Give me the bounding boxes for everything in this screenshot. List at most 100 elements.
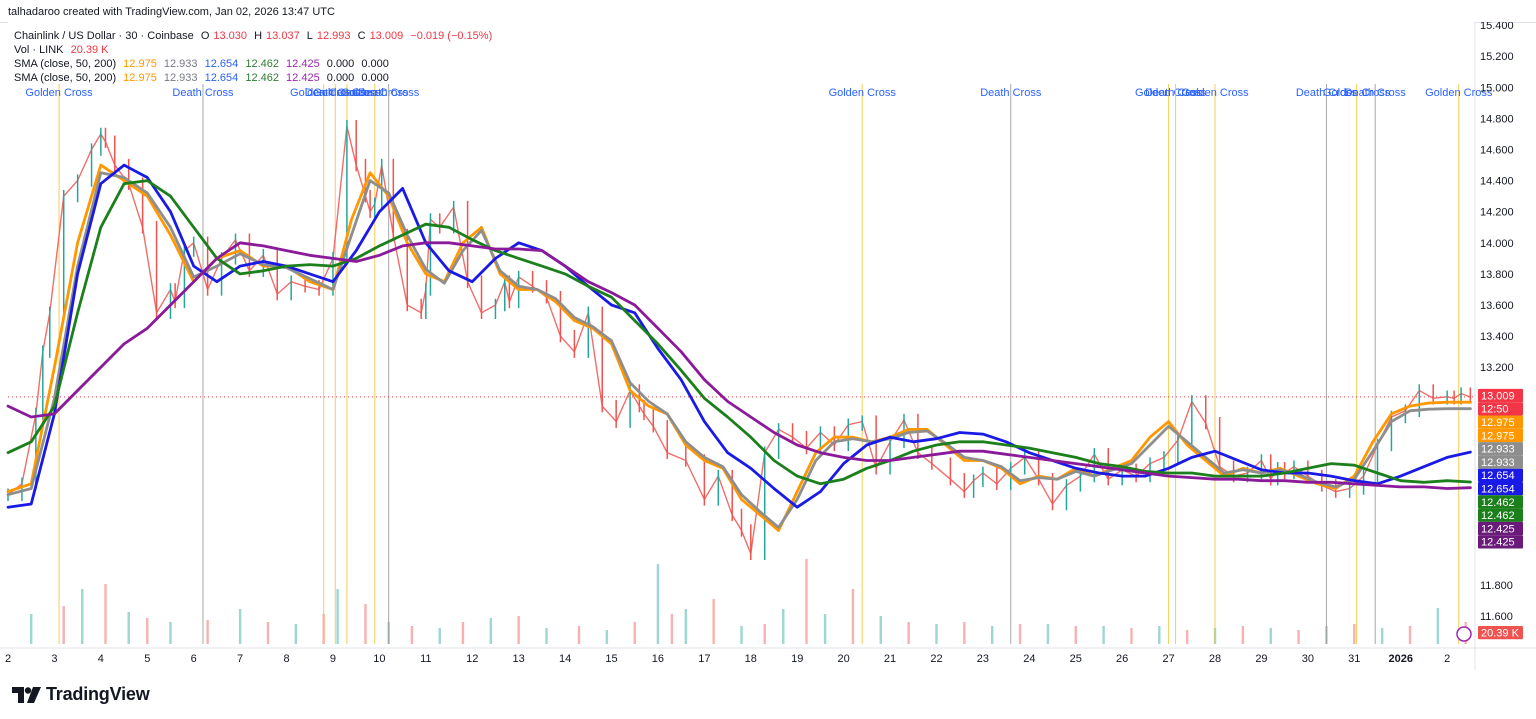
time-axis-tick: 8 (283, 653, 289, 665)
legend-sma-label[interactable]: SMA (close, 50, 200) (14, 72, 117, 84)
legend-sma-row-1: SMA (close, 50, 200) 12.975 12.933 12.65… (14, 58, 393, 70)
legend-open-label: O (200, 30, 210, 42)
price-label: 12.462 (1481, 497, 1515, 509)
volume-bar (577, 626, 581, 644)
price-label-bg (1478, 415, 1523, 429)
price-label-bg (1478, 535, 1523, 549)
volume-bar (990, 626, 994, 644)
volume-bar (823, 614, 827, 644)
volume-bar (684, 609, 687, 644)
volume-bar (851, 589, 855, 644)
time-axis-tick: 27 (1162, 653, 1174, 665)
signal-label: Golden Cross (313, 87, 381, 99)
legend-sma-blue-value: 12.654 (204, 72, 239, 84)
signal-label: Golden Cross (1135, 87, 1203, 99)
price-label-bg (1478, 402, 1523, 416)
volume-bar (127, 612, 130, 644)
plot-area (8, 22, 1475, 644)
volume-bar (605, 630, 609, 644)
legend-volume-value: 20.39 K (70, 44, 109, 56)
volume-bar (1353, 624, 1356, 644)
legend-close-value: 13.009 (369, 30, 404, 42)
legend-close-label: C (357, 30, 366, 42)
time-axis-tick: 20 (838, 653, 850, 665)
price-label: 12.425 (1481, 537, 1515, 549)
volume-bar (81, 589, 84, 644)
volume-bar (30, 614, 33, 644)
price-chart[interactable]: Golden Cross Death Cross Golden Cross Death… (0, 22, 1536, 670)
price-axis-tick: 11.800 (1480, 580, 1513, 592)
legend-volume-row: Vol · LINK 20.39 K (14, 44, 113, 56)
legend-sma-green-value: 12.462 (245, 58, 279, 70)
legend-change: −0.019 (−0.15%) (410, 30, 493, 42)
volume-bar (805, 559, 808, 644)
volume-bar (169, 622, 172, 644)
price-label-bg (1478, 388, 1523, 403)
legend-sma-label[interactable]: SMA (close, 50, 200) (14, 58, 117, 70)
tradingview-brand[interactable]: TradingView (12, 684, 150, 705)
price-label-bg (1478, 428, 1523, 443)
volume-bar (633, 622, 636, 644)
signal-label: Golden Cross (290, 87, 358, 99)
volume-bar (656, 564, 660, 644)
price-label: 12.425 (1481, 523, 1515, 535)
time-axis-tick: 31 (1348, 653, 1360, 665)
time-axis-tick: 4 (98, 653, 104, 665)
legend-high-value: 13.037 (266, 30, 300, 42)
legend-sma-zero-value: 0.000 (361, 72, 389, 84)
legend-sma-gray-value: 12.933 (163, 58, 198, 70)
volume-bar (336, 589, 339, 644)
price-label-bg (1478, 482, 1523, 496)
legend-volume-label[interactable]: Vol · LINK (14, 44, 64, 56)
signal-label: Death Cross (1345, 87, 1407, 99)
legend-sma-purple-value: 12.425 (286, 72, 320, 84)
price-axis-tick: 15.200 (1480, 51, 1514, 63)
price-axis-tick: 13.200 (1480, 362, 1514, 374)
price-label: 20.39 K (1481, 628, 1520, 640)
volume-bar (907, 622, 910, 644)
time-axis-tick: 12 (466, 653, 478, 665)
price-axis-tick: 14.200 (1480, 207, 1514, 219)
legend-sma-orange-value: 12.975 (123, 58, 157, 70)
time-axis-tick: 15 (605, 653, 617, 665)
time-axis-tick: 26 (1116, 653, 1128, 665)
price-label: 12:50 (1481, 404, 1509, 416)
signal-label: Death Cross (1296, 87, 1358, 99)
time-axis-tick: 28 (1209, 653, 1221, 665)
volume-bar (294, 624, 298, 644)
time-axis-tick: 2026 (1388, 653, 1412, 665)
legend-high-label: H (254, 30, 263, 42)
volume-bar (238, 609, 242, 644)
volume-bar (1297, 630, 1300, 644)
price-label: 12.654 (1481, 484, 1515, 496)
volume-bar (763, 624, 766, 644)
sma-line (6, 241, 1472, 490)
volume-bar (1436, 608, 1440, 644)
time-axis-tick: 5 (144, 653, 150, 665)
price-label-bg (1478, 626, 1523, 640)
price-axis-tick: 14.400 (1480, 176, 1514, 188)
time-axis-tick: 21 (884, 653, 896, 665)
volume-bar (489, 618, 493, 644)
legend-low-label: L (306, 30, 313, 42)
volume-bar (62, 606, 65, 644)
time-axis-tick: 2 (1444, 653, 1450, 665)
volume-bar (461, 622, 465, 644)
legend-symbol[interactable]: Chainlink / US Dollar · 30 · Coinbase (14, 30, 194, 42)
volume-bar (782, 609, 785, 644)
signal-label: Death Cross (172, 87, 234, 99)
volume-bar (364, 604, 367, 644)
price-label-bg (1478, 468, 1523, 483)
time-axis-tick: 9 (330, 653, 336, 665)
price-label: 12.654 (1481, 470, 1515, 482)
legend-open-value: 13.030 (213, 30, 248, 42)
legend-sma-zero-value: 0.000 (326, 72, 355, 84)
sma-line (6, 163, 1472, 509)
volume-bar (1185, 630, 1189, 644)
signal-label: Golden Cross (341, 87, 409, 99)
time-axis-tick: 25 (1070, 653, 1082, 665)
volume-bar (1102, 626, 1105, 644)
alert-icon (1456, 626, 1472, 642)
volume-bar (206, 620, 209, 644)
price-label-bg (1478, 442, 1523, 456)
